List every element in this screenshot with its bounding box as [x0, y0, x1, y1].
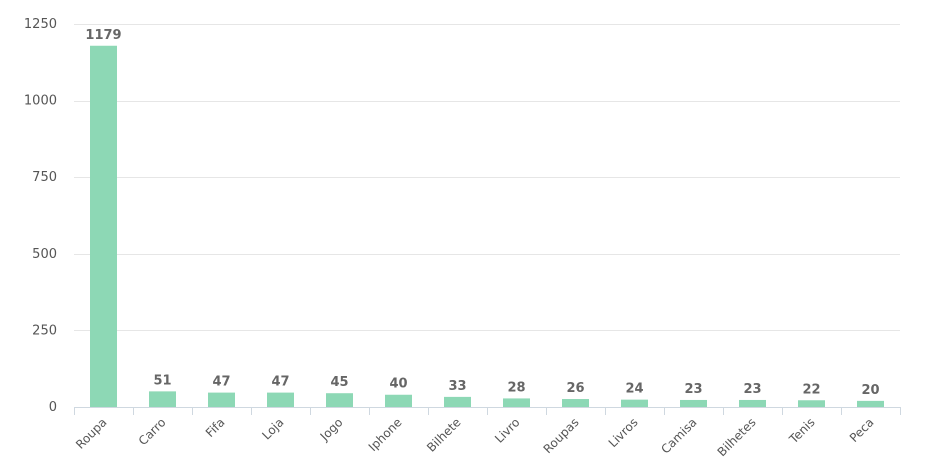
data-label: 1179: [85, 28, 121, 43]
y-tick-label: 500: [32, 247, 57, 262]
x-tick-label: Fifa: [203, 415, 228, 440]
x-axis-ticks: Roupa Carro Fifa Loja Jogo Iphone Bilhete Livro…: [73, 415, 877, 459]
bar-iphone[interactable]: [385, 394, 412, 407]
data-label: 33: [448, 379, 466, 394]
data-labels: 1179 51 47 47 45 40 33 28 26 24 23 23 22 20: [85, 28, 879, 398]
x-tick-label: Camisa: [658, 415, 699, 456]
x-axis: [74, 407, 901, 415]
data-label: 22: [802, 382, 820, 397]
x-tick-label: Bilhetes: [715, 415, 759, 459]
y-tick-label: 1000: [24, 94, 57, 109]
y-axis-ticks: 0 250 500 750 1000 1250: [24, 17, 57, 415]
data-label: 23: [743, 382, 761, 397]
grid-lines: [74, 24, 900, 331]
data-label: 28: [507, 380, 525, 395]
x-tick-label: Bilhete: [424, 415, 464, 455]
x-tick-label: Iphone: [366, 415, 405, 454]
bar-camisa[interactable]: [680, 399, 707, 407]
data-label: 47: [212, 375, 230, 390]
data-label: 40: [389, 377, 407, 392]
data-label: 47: [271, 375, 289, 390]
x-tick-label: Roupa: [73, 415, 110, 452]
bar-bilhetes[interactable]: [739, 399, 766, 407]
x-tick-label: Livros: [606, 415, 641, 450]
bar-fifa[interactable]: [208, 392, 235, 407]
data-label: 23: [684, 382, 702, 397]
bar-bilhete[interactable]: [444, 396, 471, 407]
y-tick-label: 250: [32, 323, 57, 338]
bars: [90, 45, 884, 408]
bar-roupas[interactable]: [562, 399, 589, 407]
y-tick-label: 0: [49, 400, 57, 415]
x-tick-label: Roupas: [541, 415, 582, 456]
data-label: 45: [330, 375, 348, 390]
bar-livro[interactable]: [503, 398, 530, 407]
data-label: 26: [566, 381, 584, 396]
x-tick-label: Peca: [847, 415, 877, 445]
x-tick-label: Livro: [492, 415, 523, 446]
bar-jogo[interactable]: [326, 393, 353, 407]
bar-tenis[interactable]: [798, 400, 825, 407]
bar-roupa[interactable]: [90, 45, 117, 408]
data-label: 24: [625, 382, 643, 397]
x-tick-label: Jogo: [317, 415, 346, 444]
x-tick-label: Loja: [259, 415, 286, 442]
data-label: 51: [153, 373, 171, 388]
bar-livros[interactable]: [621, 399, 648, 407]
data-label: 20: [861, 383, 879, 398]
x-tick-label: Tenis: [786, 415, 818, 447]
y-tick-label: 1250: [24, 17, 57, 32]
bar-carro[interactable]: [149, 391, 176, 407]
x-tick-label: Carro: [136, 415, 169, 448]
bar-peca[interactable]: [857, 400, 884, 407]
y-tick-label: 750: [32, 170, 57, 185]
bar-loja[interactable]: [267, 392, 294, 407]
